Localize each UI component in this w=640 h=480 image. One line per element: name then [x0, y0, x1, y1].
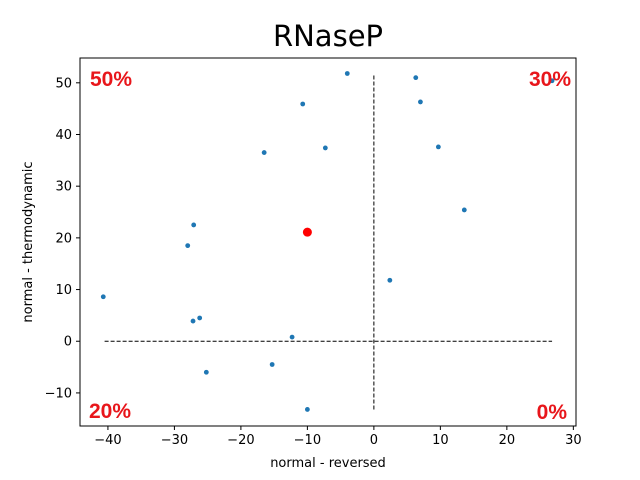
y-tick-label: 40 — [55, 128, 72, 143]
y-axis-label: normal - thermodynamic — [21, 161, 36, 322]
y-tick-label: 10 — [55, 283, 72, 298]
data-point — [461, 207, 467, 213]
data-point — [322, 145, 328, 151]
x-axis: −40 −30 −20 −10 0 10 20 30 — [94, 426, 582, 448]
data-point — [185, 243, 191, 249]
data-point — [191, 222, 197, 228]
data-point — [197, 315, 203, 321]
reference-lines — [104, 73, 553, 410]
y-tick-label: 50 — [55, 76, 72, 91]
chart-title: RNaseP — [273, 19, 383, 53]
y-axis: −10 0 10 20 30 40 50 — [45, 76, 80, 401]
data-point — [261, 150, 267, 155]
data-point — [418, 99, 423, 105]
x-tick-label: 20 — [499, 433, 516, 448]
data-point — [549, 78, 555, 84]
data-point — [300, 101, 306, 107]
x-tick-label: −40 — [94, 433, 121, 448]
corner-annotation-bottom-left: 20% — [89, 400, 131, 423]
x-axis-label: normal - reversed — [270, 456, 386, 471]
x-tick-label: 10 — [432, 433, 449, 448]
y-tick-label: 30 — [55, 180, 72, 195]
x-tick-label: −20 — [227, 433, 254, 448]
corner-annotation-top-left: 50% — [90, 68, 132, 91]
plot-frame — [79, 57, 577, 427]
x-tick-label: −10 — [294, 433, 321, 448]
data-point — [190, 318, 196, 324]
corner-annotations: 50% 30% 20% 0% — [89, 68, 571, 424]
y-tick-label: 20 — [55, 231, 72, 246]
x-tick-label: 30 — [565, 433, 582, 448]
data-point — [344, 71, 350, 76]
y-tick-label: 0 — [64, 335, 72, 350]
data-point — [100, 294, 106, 300]
x-tick-label: −30 — [161, 433, 188, 448]
data-point — [387, 277, 393, 283]
data-point — [304, 407, 310, 412]
data-point — [435, 144, 441, 150]
data-point — [203, 369, 209, 375]
data-points — [100, 71, 555, 412]
x-tick-label: 0 — [370, 433, 378, 448]
data-point — [289, 334, 295, 340]
data-point — [269, 362, 275, 367]
corner-annotation-bottom-right: 0% — [537, 401, 568, 424]
y-tick-label: −10 — [45, 386, 72, 401]
data-point — [413, 75, 419, 81]
corner-annotation-top-right: 30% — [529, 68, 571, 91]
highlight-point — [302, 227, 312, 237]
